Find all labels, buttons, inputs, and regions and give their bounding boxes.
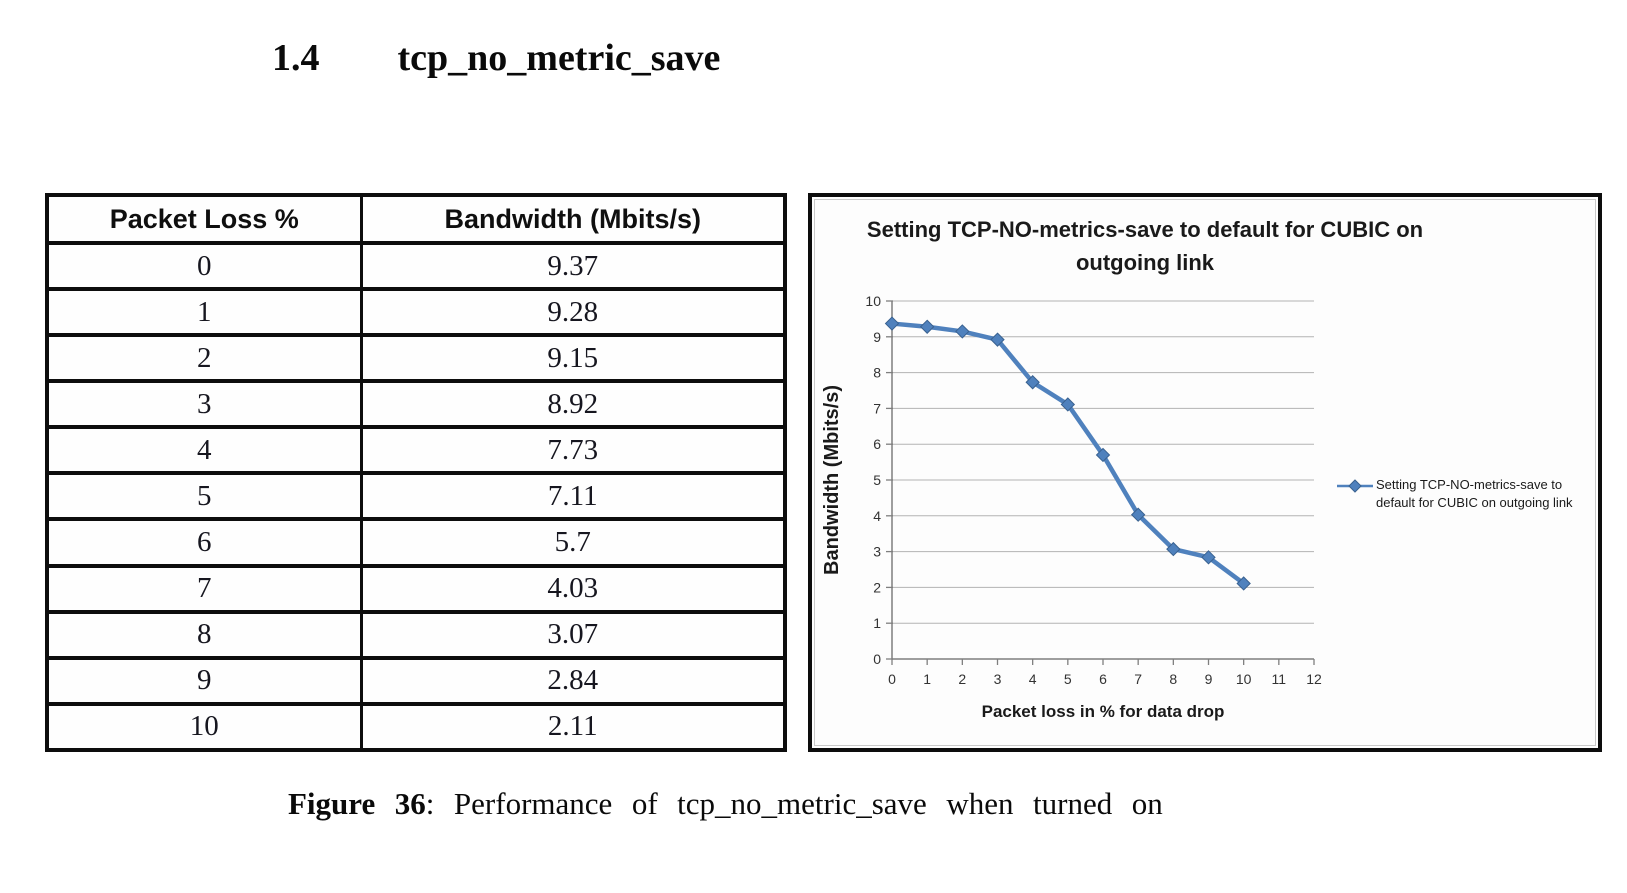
table-cell: 4.03	[359, 564, 787, 614]
table-row: 1 9.28	[45, 287, 787, 338]
table-cell: 2.11	[359, 702, 787, 753]
x-tick-label: 0	[888, 671, 896, 687]
x-tick-label: 2	[958, 671, 966, 687]
y-tick-label: 7	[873, 400, 881, 416]
y-tick-label: 5	[873, 472, 881, 488]
y-tick-label: 4	[873, 508, 881, 524]
table-cell: 7	[45, 564, 363, 614]
chart-legend: Setting TCP-NO-metrics-save to default f…	[1336, 476, 1582, 512]
table-cell: 0	[45, 241, 363, 292]
section-heading: 1.4 tcp_no_metric_save	[272, 36, 720, 80]
col-header-bandwidth: Bandwidth (Mbits/s)	[359, 193, 787, 245]
table-row: 8 3.07	[45, 610, 787, 660]
table-row: 9 2.84	[45, 656, 787, 706]
data-point-marker	[955, 324, 970, 339]
x-tick-label: 8	[1169, 671, 1177, 687]
table-cell: 2.84	[359, 656, 787, 706]
table-row: 5 7.11	[45, 471, 787, 522]
x-tick-label: 11	[1272, 671, 1287, 687]
y-tick-label: 2	[873, 579, 881, 595]
data-line	[889, 321, 1246, 586]
figure-caption-label: Figure 36	[288, 786, 426, 821]
data-point-marker	[1060, 397, 1076, 412]
data-point-marker	[1166, 541, 1181, 557]
table-cell: 2	[45, 333, 363, 384]
data-point-marker	[1095, 447, 1111, 463]
y-tick-label: 6	[873, 436, 881, 452]
y-tick-label: 10	[865, 293, 881, 309]
table-header-row: Packet Loss % Bandwidth (Mbits/s)	[45, 193, 787, 245]
table-row: 4 7.73	[45, 425, 787, 476]
table-cell: 7.73	[359, 425, 787, 476]
table-cell: 8	[45, 610, 363, 660]
section-title: tcp_no_metric_save	[397, 37, 721, 79]
data-point-marker	[1201, 550, 1216, 565]
x-tick-label: 7	[1134, 671, 1142, 687]
x-tick-label: 1	[923, 671, 931, 687]
table-row: 6 5.7	[45, 517, 787, 568]
x-tick-label: 10	[1236, 671, 1252, 687]
figure-caption-text: : Performance of tcp_no_metric_save when…	[425, 786, 1163, 821]
table-row: 0 9.37	[45, 241, 787, 292]
table-cell: 8.92	[359, 379, 787, 430]
figure-caption: Figure 36: Performance of tcp_no_metric_…	[288, 786, 1163, 822]
table-cell: 9.37	[359, 241, 787, 292]
table-row: 3 8.92	[45, 379, 787, 430]
legend-line-marker-icon	[1337, 479, 1373, 493]
data-point-marker	[919, 319, 935, 334]
table-cell: 6	[45, 517, 363, 568]
y-tick-label: 0	[873, 651, 881, 667]
data-point-marker	[1025, 375, 1040, 390]
x-tick-label: 6	[1099, 671, 1107, 687]
y-tick-label: 1	[873, 615, 881, 631]
x-tick-label: 4	[1029, 671, 1037, 687]
table-row: 7 4.03	[45, 564, 787, 614]
y-axis-title: Bandwidth (Mbits/s)	[821, 385, 843, 575]
table-cell: 10	[45, 702, 363, 753]
table-row: 10 2.11	[45, 702, 787, 753]
col-header-packet-loss: Packet Loss %	[45, 193, 363, 245]
data-point-marker	[1236, 576, 1251, 591]
chart-title: Setting TCP-NO-metrics-save to default f…	[866, 217, 1424, 275]
x-tick-label: 9	[1205, 671, 1213, 687]
table-cell: 5.7	[359, 517, 787, 568]
table-cell: 9.15	[359, 333, 787, 384]
data-point-marker	[990, 332, 1005, 347]
table-cell: 1	[45, 287, 363, 338]
section-number: 1.4	[272, 37, 320, 79]
y-tick-label: 3	[873, 544, 881, 560]
table-row: 2 9.15	[45, 333, 787, 384]
x-tick-label: 3	[994, 671, 1002, 687]
x-tick-label: 5	[1064, 671, 1072, 687]
y-tick-label: 9	[873, 329, 881, 345]
table-cell: 7.11	[359, 471, 787, 522]
table-cell: 5	[45, 471, 363, 522]
chart-panel: Setting TCP-NO-metrics-save to default f…	[808, 193, 1602, 752]
data-table-container: Packet Loss % Bandwidth (Mbits/s) 0 9.37 1…	[45, 193, 787, 753]
data-table: Packet Loss % Bandwidth (Mbits/s) 0 9.37 1…	[45, 193, 787, 753]
table-cell: 3.07	[359, 610, 787, 660]
table-cell: 9	[45, 656, 363, 706]
table-cell: 4	[45, 425, 363, 476]
x-axis-title: Packet loss in % for data drop	[982, 702, 1225, 721]
x-tick-label: 12	[1306, 671, 1322, 687]
data-point-marker	[884, 316, 900, 331]
table-cell: 3	[45, 379, 363, 430]
legend-label: Setting TCP-NO-metrics-save to default f…	[1376, 477, 1573, 511]
data-point-marker	[1130, 507, 1146, 522]
table-cell: 9.28	[359, 287, 787, 338]
table-body: 0 9.37 1 9.28 2 9.15 3 8.92 4 7.73 5 7.11 6 5.7 7 4.03 8…	[45, 241, 787, 753]
y-tick-label: 8	[873, 365, 881, 381]
